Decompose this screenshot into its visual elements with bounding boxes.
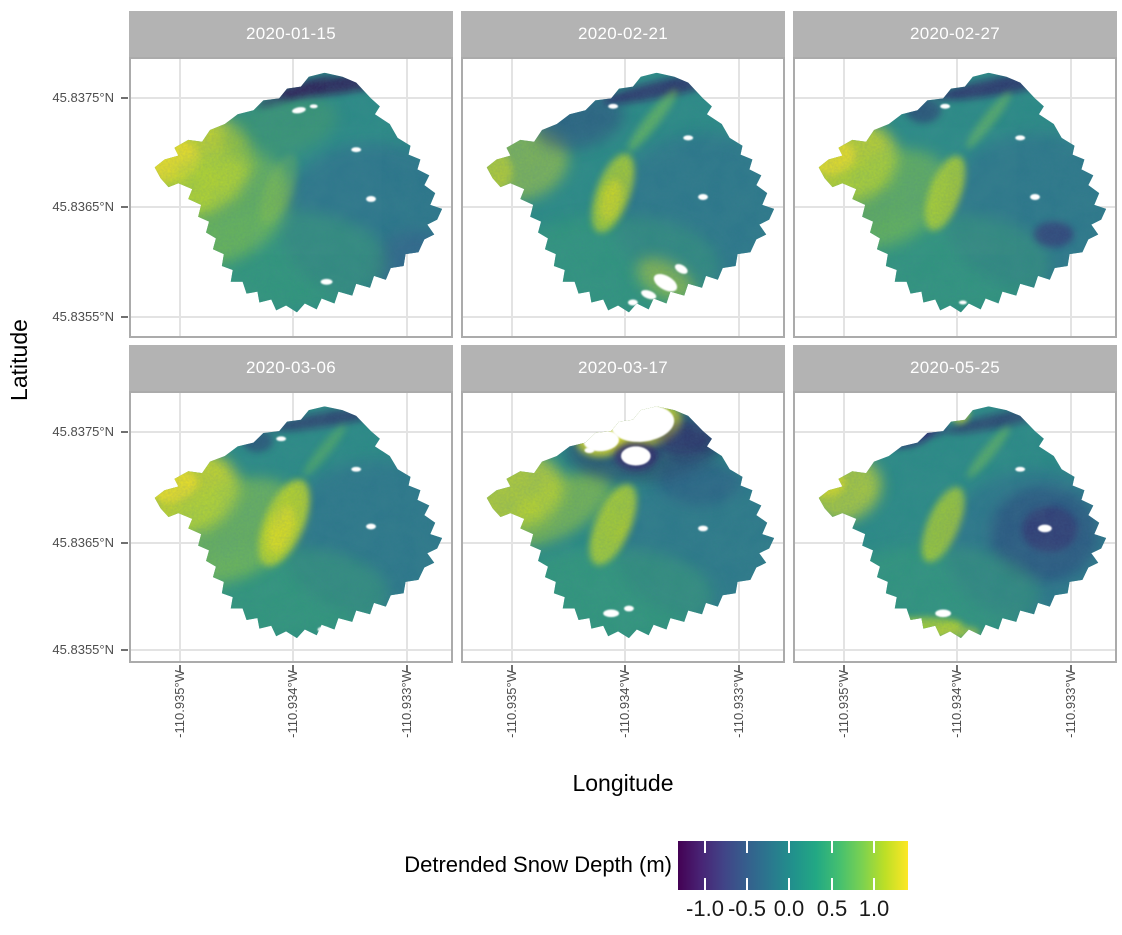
x-axis-tick — [179, 665, 181, 672]
legend-tick — [873, 841, 875, 853]
legend-colorbar — [678, 841, 908, 890]
x-axis-tick — [738, 665, 740, 672]
y-tick-label: 45.8365°N — [52, 199, 114, 214]
x-axis-tick — [624, 665, 626, 672]
x-tick-label: -110.935°W — [172, 670, 187, 738]
snow-depth-map — [154, 72, 443, 313]
facet-strip-label: 2020-03-17 — [578, 358, 668, 377]
facet-strip-label: 2020-05-25 — [910, 358, 1000, 377]
y-axis-tick — [121, 649, 128, 651]
facet-panel — [129, 57, 453, 338]
y-tick-label: 45.8355°N — [52, 309, 114, 324]
gridline-horizontal — [795, 316, 1115, 318]
gridline-horizontal — [131, 316, 451, 318]
y-tick-label: 45.8375°N — [52, 424, 114, 439]
x-tick-label: -110.935°W — [836, 670, 851, 738]
facet-strip-label: 2020-02-21 — [578, 24, 668, 43]
legend-tick — [704, 878, 706, 890]
legend-tick — [704, 841, 706, 853]
x-tick-label: -110.934°W — [949, 670, 964, 738]
gridline-horizontal — [463, 649, 783, 651]
facet-strip-label: 2020-01-15 — [246, 24, 336, 43]
y-axis-tick — [121, 542, 128, 544]
legend-tick — [746, 878, 748, 890]
gridline-vertical — [179, 393, 181, 661]
gridline-vertical — [179, 59, 181, 336]
snow-depth-map — [154, 406, 443, 639]
legend-tick — [831, 878, 833, 890]
legend-tick-label: -1.0 — [686, 896, 724, 921]
facet-strip: 2020-02-21 — [461, 11, 785, 57]
snow-depth-map — [486, 72, 775, 313]
snow-depth-map — [486, 406, 775, 639]
gridline-vertical — [511, 59, 513, 336]
gridline-horizontal — [795, 649, 1115, 651]
x-axis-tick — [843, 665, 845, 672]
x-axis-tick — [956, 665, 958, 672]
facet-strip: 2020-03-17 — [461, 345, 785, 391]
y-axis-tick — [121, 431, 128, 433]
legend-tick-label: -0.5 — [728, 896, 766, 921]
y-tick-label: 45.8375°N — [52, 90, 114, 105]
legend-tick-label: 0.0 — [773, 896, 805, 921]
x-tick-label: -110.934°W — [617, 670, 632, 738]
legend-tick-label: 0.5 — [816, 896, 848, 921]
facet-strip: 2020-02-27 — [793, 11, 1117, 57]
facet-strip: 2020-03-06 — [129, 345, 453, 391]
x-axis-tick — [511, 665, 513, 672]
gridline-horizontal — [463, 316, 783, 318]
legend-tick — [788, 878, 790, 890]
x-axis-tick — [406, 665, 408, 672]
facet-panel — [793, 391, 1117, 663]
gridline-horizontal — [131, 649, 451, 651]
y-tick-label: 45.8355°N — [52, 642, 114, 657]
gridline-vertical — [843, 59, 845, 336]
facet-panel — [793, 57, 1117, 338]
y-axis-tick — [121, 97, 128, 99]
legend-tick — [746, 841, 748, 853]
legend-tick-label: 1.0 — [858, 896, 890, 921]
x-axis-tick — [292, 665, 294, 672]
snow-depth-map — [818, 72, 1107, 313]
x-tick-label: -110.935°W — [504, 670, 519, 738]
legend-tick — [788, 841, 790, 853]
facet-strip: 2020-05-25 — [793, 345, 1117, 391]
x-tick-label: -110.933°W — [399, 670, 414, 738]
snow-depth-map — [818, 406, 1107, 639]
legend-tick — [831, 841, 833, 853]
facet-strip-label: 2020-03-06 — [246, 358, 336, 377]
legend-title: Detrended Snow Depth (m) — [404, 852, 672, 877]
facet-strip: 2020-01-15 — [129, 11, 453, 57]
gridline-vertical — [843, 393, 845, 661]
y-tick-label: 45.8365°N — [52, 535, 114, 550]
x-tick-label: -110.934°W — [285, 670, 300, 738]
legend-tick — [873, 878, 875, 890]
facet-panel — [129, 391, 453, 663]
x-tick-label: -110.933°W — [1063, 670, 1078, 738]
x-axis-tick — [1070, 665, 1072, 672]
x-tick-label: -110.933°W — [731, 670, 746, 738]
facet-strip-label: 2020-02-27 — [910, 24, 1000, 43]
gridline-vertical — [511, 393, 513, 661]
x-axis-title: Longitude — [572, 770, 674, 796]
facet-panel — [461, 391, 785, 663]
facet-panel — [461, 57, 785, 338]
y-axis-tick — [121, 206, 128, 208]
y-axis-tick — [121, 316, 128, 318]
